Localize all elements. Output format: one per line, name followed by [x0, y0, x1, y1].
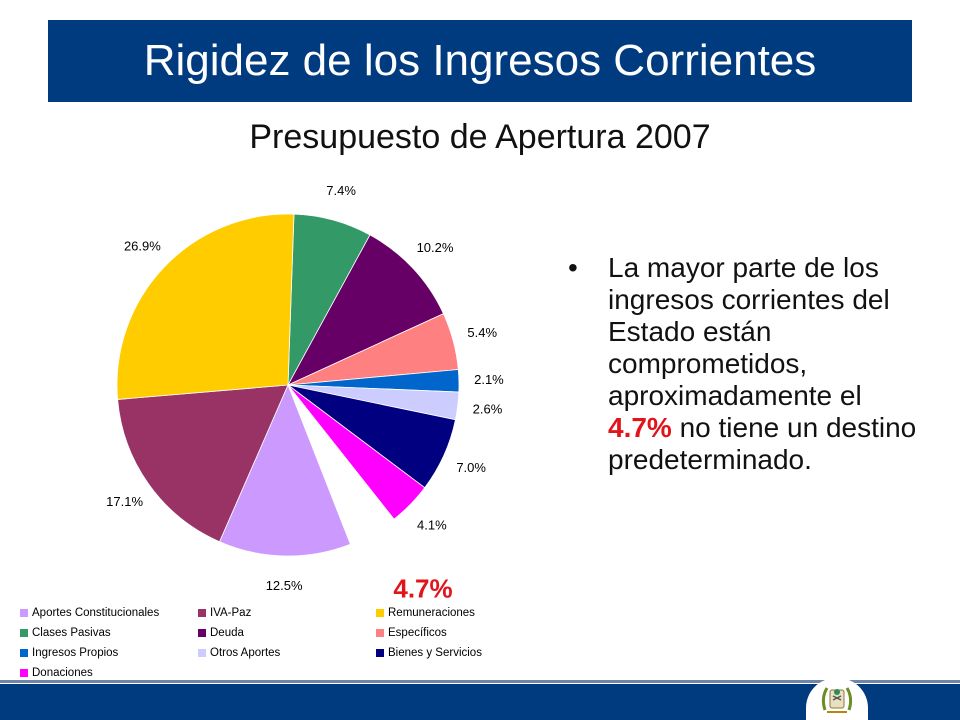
legend-item: IVA-Paz: [198, 604, 376, 621]
legend-item: Aportes Constitucionales: [20, 604, 198, 621]
legend-item: Otros Aportes: [198, 644, 376, 661]
pie-callout-label: 4.7%: [393, 573, 452, 603]
chart-legend: Aportes Constitucionales IVA-Paz Remunerac…: [20, 604, 540, 681]
guatemala-coat-of-arms-icon: [806, 678, 868, 720]
legend-label: Específicos: [388, 626, 447, 639]
pie-label-iva-paz: 17.1%: [106, 494, 143, 509]
pie-label-bienes-y-servicios: 7.0%: [456, 460, 486, 475]
legend-label: Aportes Constitucionales: [32, 606, 160, 619]
pie-label-remuneraciones: 26.9%: [124, 238, 161, 253]
bullet-highlight: 4.7%: [608, 412, 672, 443]
pie-slice-aportes-constitucionales: [219, 383, 351, 557]
pie-label-ingresos-propios: 2.1%: [474, 372, 504, 387]
slide-title: Rigidez de los Ingresos Corrientes: [48, 20, 912, 102]
legend-swatch: [20, 668, 28, 677]
legend-swatch: [198, 648, 206, 657]
legend-label: Donaciones: [32, 666, 93, 679]
pie-slice-donaciones: [287, 384, 426, 520]
bullet-text-after: no tiene un destino predeterminado.: [608, 412, 917, 475]
legend-swatch: [20, 628, 28, 637]
pie-slice-sin-destino: [288, 385, 395, 545]
legend-swatch: [376, 628, 384, 637]
bullet-dot: •: [568, 252, 578, 283]
pie-label-deuda: 10.2%: [417, 240, 454, 255]
footer-divider: [0, 680, 960, 683]
bullet-point: • La mayor parte de los ingresos corrien…: [568, 252, 918, 476]
legend-label: Ingresos Propios: [32, 646, 119, 659]
pie-slice-deuda: [287, 234, 444, 386]
pie-slice-iva-paz: [117, 384, 289, 543]
chart-title: Presupuesto de Apertura 2007: [249, 118, 711, 156]
legend-label: Remuneraciones: [388, 606, 475, 619]
legend-item: Ingresos Propios: [20, 644, 198, 661]
pie-label-clases-pasivas: 7.4%: [326, 183, 356, 198]
legend-swatch: [20, 608, 28, 617]
pie-label-espec-ficos: 5.4%: [467, 325, 497, 340]
legend-label: Deuda: [210, 626, 244, 639]
pie-label-aportes-constitucionales: 12.5%: [266, 578, 303, 593]
legend-swatch: [198, 608, 206, 617]
pie-label-donaciones: 4.1%: [417, 517, 447, 532]
legend-swatch: [376, 648, 384, 657]
legend-item: Donaciones: [20, 664, 198, 681]
legend-label: Clases Pasivas: [32, 626, 111, 639]
bullet-text: La mayor parte de los ingresos corriente…: [608, 252, 918, 476]
legend-item: Clases Pasivas: [20, 624, 198, 641]
legend-item: Bienes y Servicios: [376, 644, 536, 661]
legend-item: Remuneraciones: [376, 604, 536, 621]
legend-label: Otros Aportes: [210, 646, 281, 659]
legend-swatch: [376, 608, 384, 617]
legend-item: Específicos: [376, 624, 536, 641]
legend-item: Deuda: [198, 624, 376, 641]
bullet-text-before: La mayor parte de los ingresos corriente…: [608, 252, 890, 411]
legend-label: Bienes y Servicios: [388, 646, 482, 659]
pie-label-otros-aportes: 2.6%: [473, 402, 503, 417]
legend-swatch: [20, 648, 28, 657]
footer-bar: [0, 684, 960, 720]
legend-swatch: [198, 628, 206, 637]
legend-label: IVA-Paz: [210, 606, 252, 619]
pie-slice-remuneraciones: [116, 213, 295, 400]
